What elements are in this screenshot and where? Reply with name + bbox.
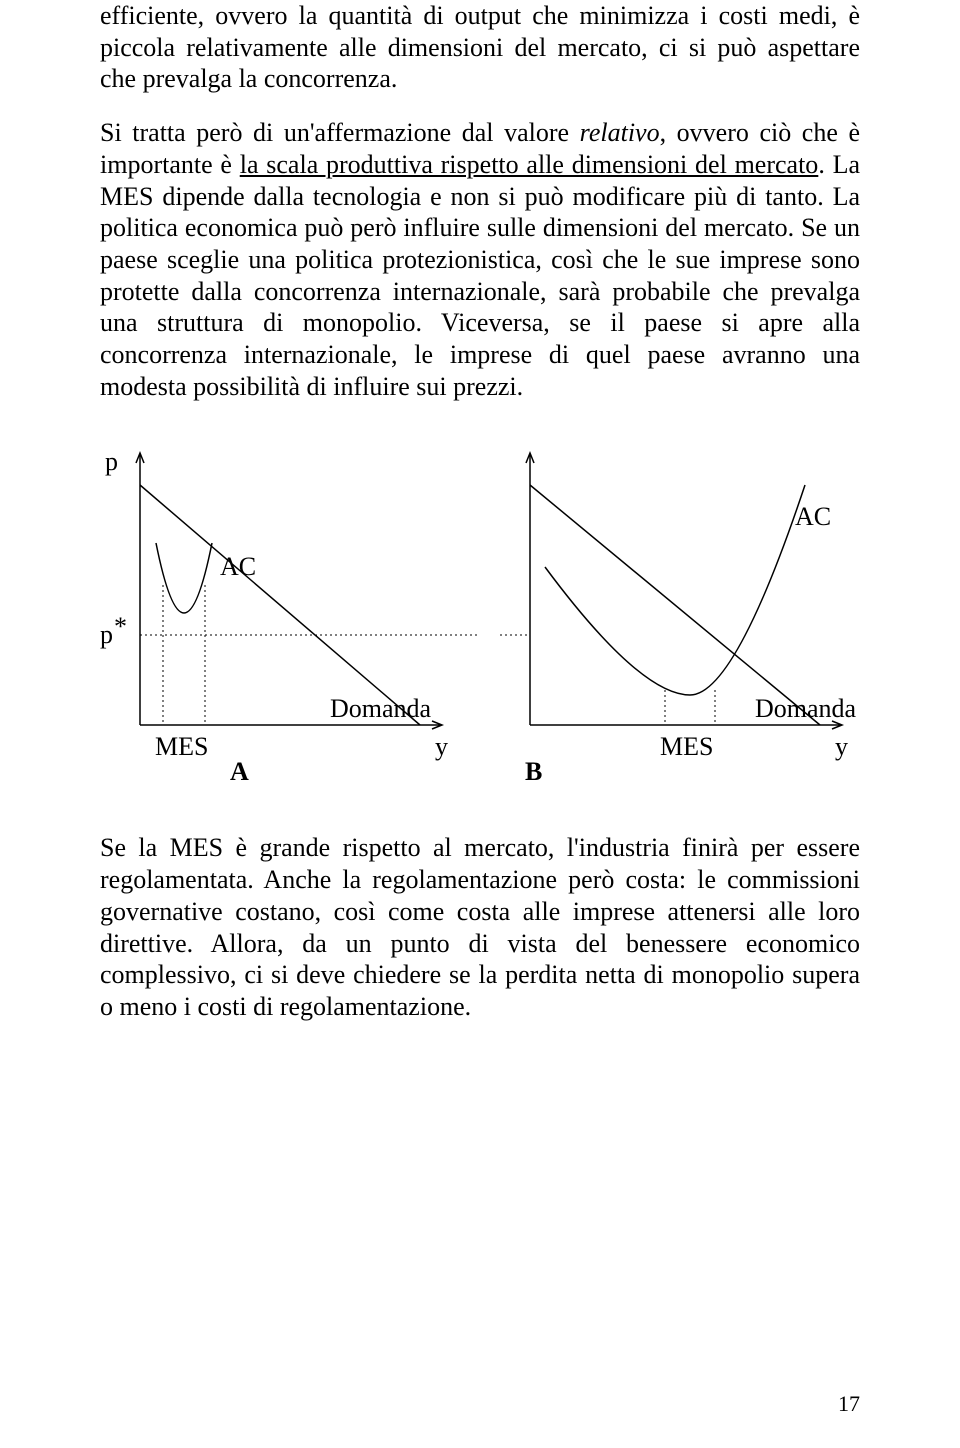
chart-a-p-label: p xyxy=(105,447,118,476)
chart-a-pstar-label: p xyxy=(100,620,113,649)
paragraph-3-text: Se la MES è grande rispetto al mercato, … xyxy=(100,833,860,1021)
chart-b-ac-label: AC xyxy=(795,502,831,531)
figure-panel-a: p p * AC Domanda y MES A xyxy=(100,425,480,803)
chart-b-demand-label: Domanda xyxy=(755,694,857,723)
paragraph-3: Se la MES è grande rispetto al mercato, … xyxy=(100,832,860,1022)
paragraph-2: Si tratta però di un'affermazione dal va… xyxy=(100,117,860,402)
chart-a-mes-label: MES xyxy=(155,732,208,761)
chart-b-ac-curve xyxy=(545,485,805,695)
chart-a-ac-label: AC xyxy=(220,552,256,581)
chart-a-x-label: y xyxy=(435,732,448,761)
paragraph-2-d-underline: la scala produttiva rispetto alle dimens… xyxy=(240,150,819,179)
page-number: 17 xyxy=(838,1391,860,1418)
chart-b-mes-label: MES xyxy=(660,732,713,761)
figure-row: p p * AC Domanda y MES A xyxy=(100,425,860,803)
chart-b-svg: AC Domanda y MES B xyxy=(500,425,860,795)
paragraph-2-e: . La MES dipende dalla tecnologia e non … xyxy=(100,150,860,401)
page: efficiente, ovvero la quantità di output… xyxy=(0,0,960,1448)
chart-b-panel-label: B xyxy=(525,757,542,786)
paragraph-1: efficiente, ovvero la quantità di output… xyxy=(100,0,860,95)
chart-a-ac-curve xyxy=(156,543,212,613)
chart-b-x-label: y xyxy=(835,732,848,761)
chart-a-pstar-asterisk: * xyxy=(114,612,127,641)
paragraph-2-b-italic: relativo xyxy=(580,118,660,147)
chart-a-demand-line xyxy=(140,485,420,725)
paragraph-1-text: efficiente, ovvero la quantità di output… xyxy=(100,1,860,93)
chart-a-demand-label: Domanda xyxy=(330,694,432,723)
chart-a-panel-label: A xyxy=(230,757,249,786)
paragraph-2-a: Si tratta però di un'affermazione dal va… xyxy=(100,118,580,147)
chart-a-svg: p p * AC Domanda y MES A xyxy=(100,425,480,795)
chart-b-demand-line xyxy=(530,485,820,725)
figure-panel-b: AC Domanda y MES B xyxy=(500,425,860,803)
